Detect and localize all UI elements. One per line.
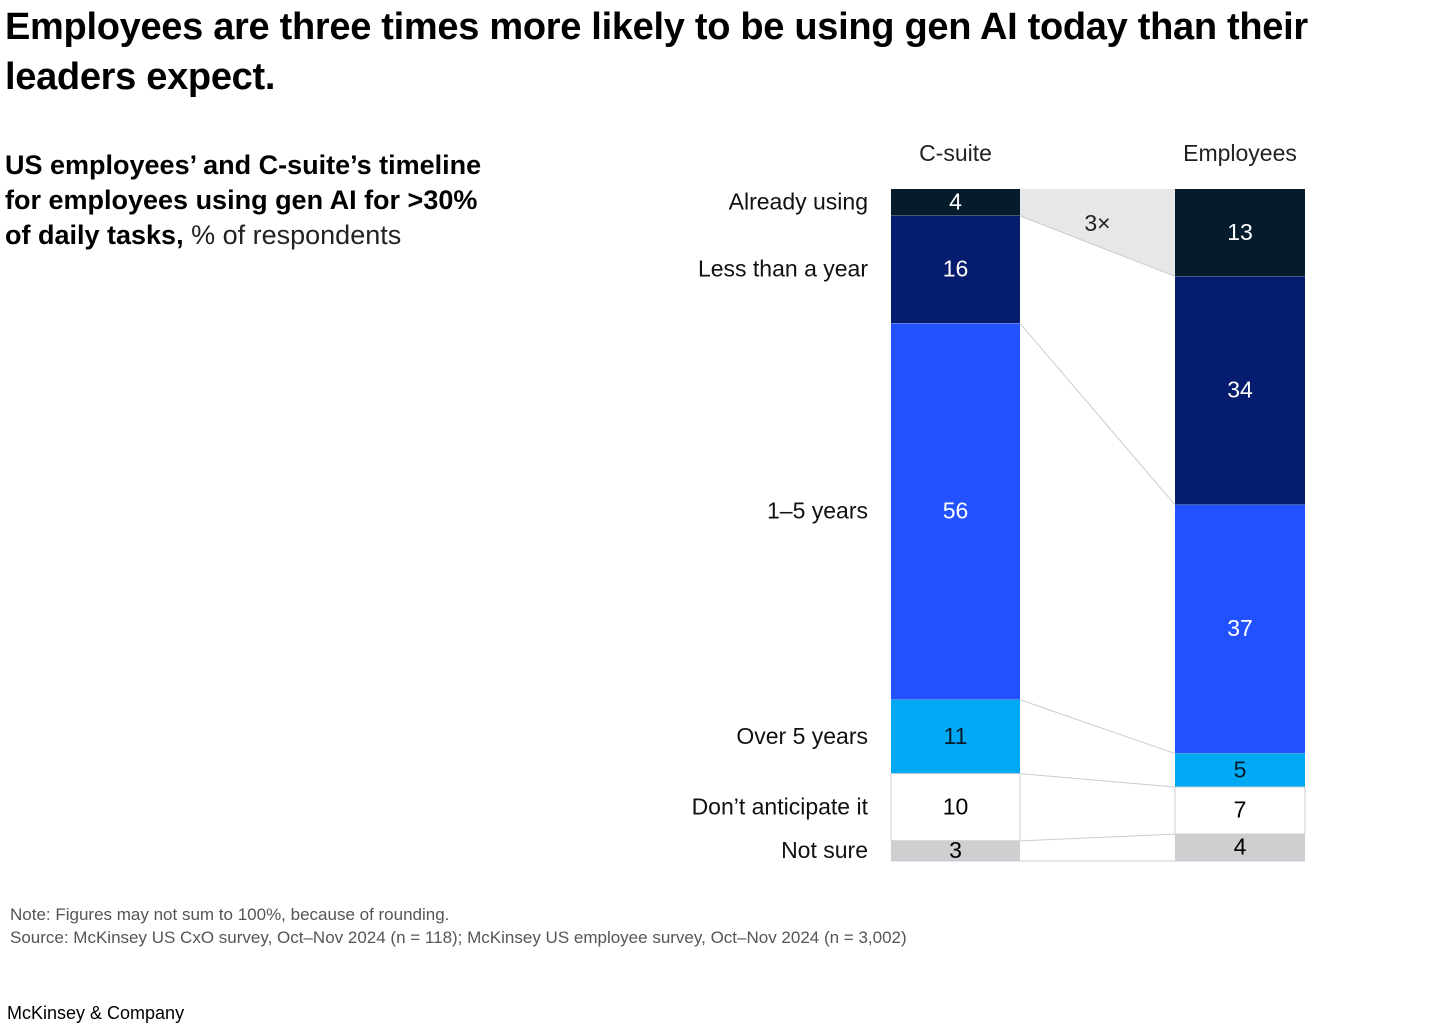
connector-line bbox=[1019, 773, 1176, 788]
connector-line bbox=[1019, 215, 1176, 277]
bar-c-suite-less-than-a-year bbox=[891, 215, 1020, 324]
connector-line bbox=[1019, 699, 1176, 754]
annotation-3x: 3× bbox=[1084, 210, 1110, 236]
chart-headline: Employees are three times more likely to… bbox=[5, 6, 1308, 98]
value-label-c-suite-not-sure: 3 bbox=[949, 837, 962, 863]
legend-label-don-t-anticipate-it: Don’t anticipate it bbox=[692, 793, 869, 819]
value-label-employees-don-t-anticipate-it: 7 bbox=[1234, 797, 1247, 823]
connector-line bbox=[1019, 323, 1176, 506]
bar-c-suite-not-sure bbox=[891, 840, 1020, 861]
source-text: Source: McKinsey US CxO survey, Oct–Nov … bbox=[10, 928, 907, 947]
chart-subtitle: US employees’ and C-suite’s timeline for… bbox=[5, 148, 505, 253]
legend-label-over-5-years: Over 5 years bbox=[736, 723, 868, 749]
bar-c-suite-already-using bbox=[891, 189, 1020, 216]
value-label-employees-1-5-years: 37 bbox=[1227, 615, 1253, 641]
bar-c-suite-over-5-years bbox=[891, 699, 1020, 774]
labels: 3× 4 16 56 11 10 3 C-suite 13 34 37 5 7 4 Employees Alr… bbox=[692, 140, 1297, 863]
value-label-c-suite-over-5-years: 11 bbox=[944, 723, 968, 749]
bars bbox=[890, 189, 1306, 862]
note-text: Note: Figures may not sum to 100%, becau… bbox=[10, 905, 450, 924]
legend-label-1-5-years: 1–5 years bbox=[767, 498, 868, 524]
value-label-employees-already-using: 13 bbox=[1227, 219, 1253, 245]
value-label-employees-over-5-years: 5 bbox=[1234, 756, 1247, 782]
legend-label-already-using: Already using bbox=[729, 189, 868, 215]
chart-footnotes: Note: Figures may not sum to 100%, becau… bbox=[10, 903, 907, 949]
value-label-c-suite-less-than-a-year: 16 bbox=[943, 256, 969, 282]
value-label-c-suite-don-t-anticipate-it: 10 bbox=[943, 793, 969, 819]
bar-employees-1-5-years bbox=[1175, 504, 1305, 754]
value-label-employees-not-sure: 4 bbox=[1234, 834, 1247, 860]
legend-label-not-sure: Not sure bbox=[781, 837, 868, 863]
connector-line bbox=[1019, 833, 1176, 842]
legend-label-less-than-a-year: Less than a year bbox=[698, 256, 868, 282]
bar-c-suite-don-t-anticipate-it bbox=[890, 773, 1021, 842]
subtitle-main: US employees’ and C-suite’s timeline for… bbox=[5, 150, 482, 250]
connector-lines bbox=[1019, 189, 1176, 862]
comparison-band bbox=[1020, 189, 1175, 277]
bar-employees-over-5-years bbox=[1175, 753, 1305, 788]
value-label-c-suite-already-using: 4 bbox=[949, 189, 962, 215]
bar-employees-don-t-anticipate-it bbox=[1174, 786, 1306, 835]
bar-employees-less-than-a-year bbox=[1175, 276, 1305, 505]
value-label-employees-less-than-a-year: 34 bbox=[1227, 377, 1253, 403]
subtitle-unit: % of respondents bbox=[191, 220, 402, 250]
column-header-c-suite: C-suite bbox=[919, 140, 992, 166]
bar-employees-not-sure bbox=[1175, 834, 1305, 861]
brand-logo-text: McKinsey & Company bbox=[7, 1003, 185, 1023]
bar-c-suite-1-5-years bbox=[891, 323, 1020, 700]
bar-employees-already-using bbox=[1175, 189, 1305, 277]
stacked-bar-chart: 3× 4 16 56 11 10 3 C-suite 13 34 37 5 7 4 Employees Alr… bbox=[692, 140, 1306, 863]
column-header-employees: Employees bbox=[1183, 140, 1297, 166]
value-label-c-suite-1-5-years: 56 bbox=[943, 498, 969, 524]
